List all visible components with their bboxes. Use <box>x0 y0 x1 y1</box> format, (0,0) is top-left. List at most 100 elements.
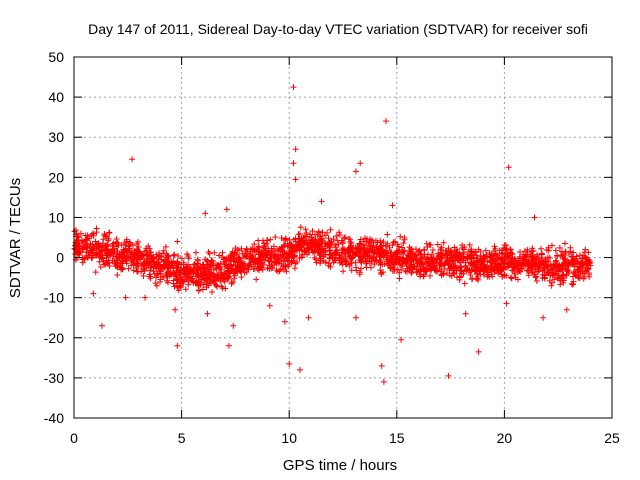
data-point <box>174 284 181 291</box>
data-point <box>453 274 460 281</box>
data-point <box>312 256 319 263</box>
data-point <box>281 266 288 273</box>
data-point <box>203 271 210 278</box>
data-point <box>349 249 356 256</box>
data-point <box>387 264 394 271</box>
data-point <box>242 260 249 267</box>
data-point <box>386 244 393 251</box>
data-point <box>99 248 106 255</box>
data-point <box>562 249 569 256</box>
data-point <box>355 253 362 260</box>
data-point <box>356 269 363 276</box>
data-point <box>203 284 210 291</box>
data-point <box>254 266 261 273</box>
data-point <box>134 247 141 254</box>
data-point <box>548 282 555 289</box>
data-point <box>223 206 230 213</box>
data-point <box>211 276 218 283</box>
data-point <box>185 277 192 284</box>
data-point <box>563 306 570 313</box>
data-point <box>74 246 81 253</box>
data-point <box>568 280 575 287</box>
data-point <box>552 247 559 254</box>
data-point <box>357 236 364 243</box>
data-point <box>180 278 187 285</box>
data-point <box>244 250 251 257</box>
data-point <box>225 274 232 281</box>
data-point <box>391 267 398 274</box>
data-point <box>426 272 433 279</box>
data-point <box>291 248 298 255</box>
data-point <box>103 252 110 259</box>
data-point <box>583 267 590 274</box>
y-axis-label: SDTVAR / TECUs <box>7 178 24 298</box>
data-point <box>301 247 308 254</box>
data-point <box>488 253 495 260</box>
data-point <box>231 249 238 256</box>
data-point <box>503 300 510 307</box>
data-point <box>247 248 254 255</box>
data-point <box>458 264 465 271</box>
data-point <box>502 247 509 254</box>
y-tick-labels: -40 -30 -20 -10 0 10 20 30 40 50 <box>44 49 64 426</box>
data-point <box>342 256 349 263</box>
data-point <box>396 275 403 282</box>
data-point <box>445 372 452 379</box>
data-point <box>258 264 265 271</box>
data-point <box>234 269 241 276</box>
data-point <box>174 276 181 283</box>
data-point <box>85 250 92 257</box>
data-point <box>401 236 408 243</box>
data-point <box>396 269 403 276</box>
data-point <box>477 253 484 260</box>
data-point <box>147 267 154 274</box>
data-point <box>459 242 466 249</box>
data-point <box>109 257 116 264</box>
data-point <box>561 252 568 259</box>
data-point <box>450 270 457 277</box>
data-point <box>372 243 379 250</box>
data-point <box>281 237 288 244</box>
data-point <box>437 253 444 260</box>
data-point <box>349 255 356 262</box>
data-point <box>96 242 103 249</box>
data-point <box>119 255 126 262</box>
data-point <box>475 348 482 355</box>
data-point <box>126 239 133 246</box>
data-point <box>563 272 570 279</box>
x-tick-label: 5 <box>178 430 186 446</box>
data-point <box>319 229 326 236</box>
data-point <box>309 227 316 234</box>
data-point <box>389 202 396 209</box>
data-point <box>313 259 320 266</box>
data-point <box>328 238 335 245</box>
data-point <box>561 240 568 247</box>
data-point <box>112 262 119 269</box>
data-point <box>399 248 406 255</box>
data-point <box>437 245 444 252</box>
data-point <box>102 261 109 268</box>
data-point <box>516 268 523 275</box>
data-point <box>274 259 281 266</box>
data-point <box>225 268 232 275</box>
data-point <box>125 243 132 250</box>
data-point <box>75 250 82 257</box>
data-point <box>169 260 176 267</box>
data-point <box>173 272 180 279</box>
data-point <box>183 268 190 275</box>
data-point <box>548 279 555 286</box>
data-point <box>371 256 378 263</box>
data-point <box>431 263 438 270</box>
data-point <box>525 267 532 274</box>
data-point <box>98 322 105 329</box>
data-point <box>335 241 342 248</box>
data-point <box>78 237 85 244</box>
x-tick-label: 15 <box>389 430 405 446</box>
data-point <box>448 264 455 271</box>
data-point <box>190 270 197 277</box>
data-point <box>149 254 156 261</box>
data-point <box>380 378 387 385</box>
data-point <box>403 256 410 263</box>
data-point <box>148 255 155 262</box>
data-point <box>382 242 389 249</box>
